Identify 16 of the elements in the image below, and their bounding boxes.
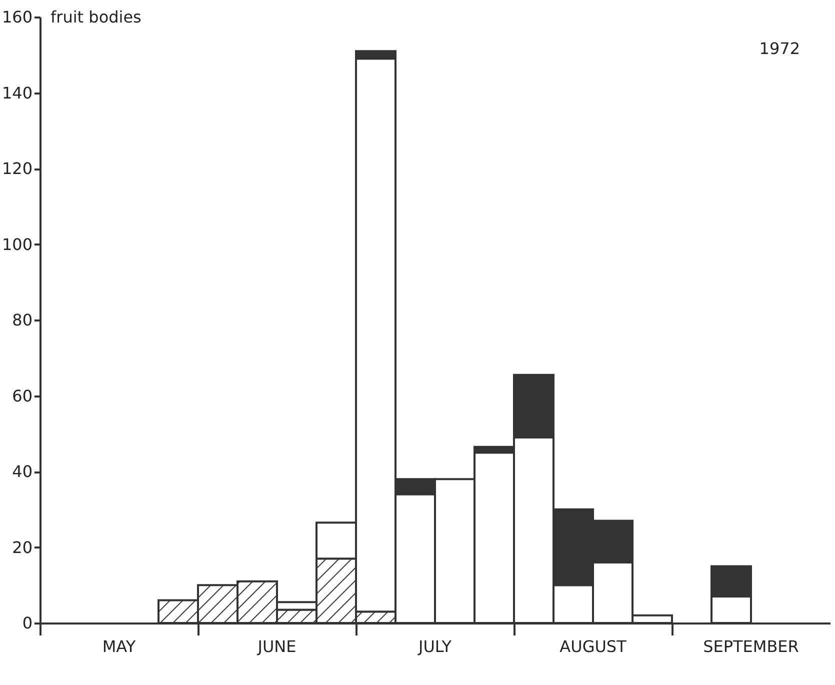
y-tick-label: 80 (12, 310, 32, 330)
y-tick-label: 0 (22, 614, 32, 632)
y-tick-label: 100 (2, 234, 32, 254)
y-tick-label: 20 (12, 538, 32, 557)
text: MAY (102, 637, 136, 656)
y-axis-title: fruit bodies (50, 8, 142, 26)
text: JULY (418, 637, 452, 656)
y-tick-label: 160 (2, 8, 32, 26)
y-tick-label: 140 (2, 83, 32, 102)
y-tick-label: 120 (2, 159, 32, 178)
y-tick-label: 60 (12, 386, 32, 406)
text: JUNE (256, 637, 296, 656)
text: SEPTEMBER (703, 637, 799, 656)
annotation: 1972 (759, 39, 800, 58)
y-tick-label: 40 (12, 462, 32, 481)
text: AUGUST (560, 637, 627, 656)
